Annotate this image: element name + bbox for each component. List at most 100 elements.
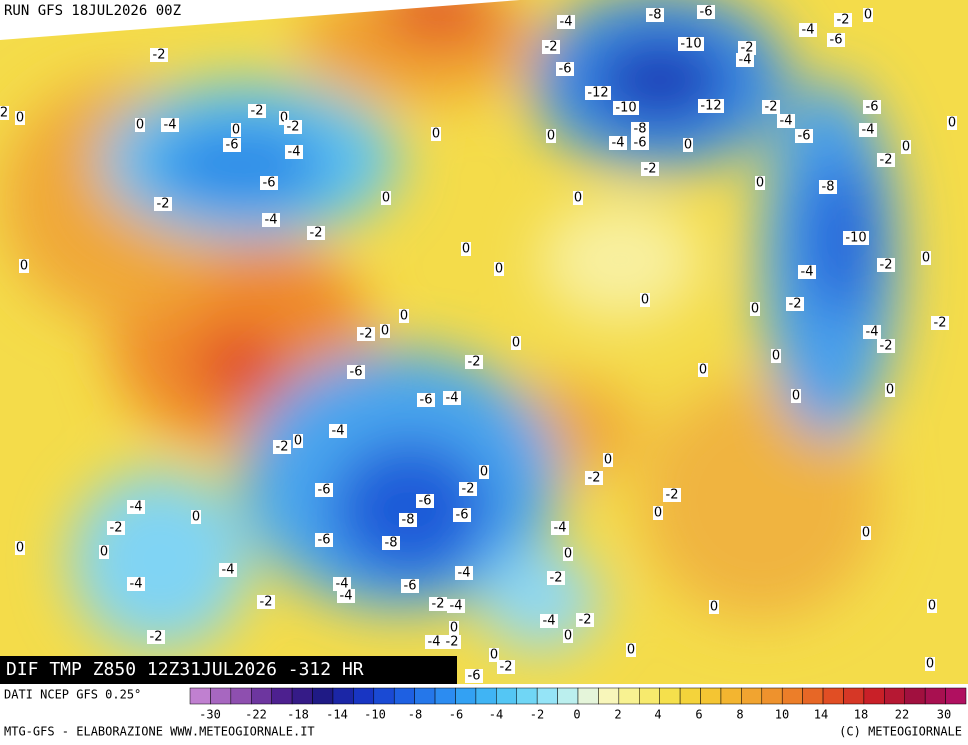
label-bg: [698, 99, 724, 113]
contour-label: -6: [700, 5, 713, 20]
label-bg: [223, 138, 241, 152]
color-swatch: [271, 687, 293, 705]
label-bg: [465, 669, 483, 683]
label-bg: [154, 197, 172, 211]
label-bg: [497, 660, 515, 674]
contour-label: 0: [654, 506, 662, 521]
contour-label: -2: [880, 153, 893, 168]
contour-label: -6: [419, 494, 432, 509]
colorbar: -30 -22 -18 -14 -10 -8 -6 -4 -2 0 2 4 6 8 10 14 18 22 30: [189, 687, 967, 722]
contour-label: 0: [547, 129, 555, 144]
color-swatch: [822, 687, 844, 705]
contour-label: -4: [130, 577, 143, 592]
label-bg: [315, 533, 333, 547]
contour-label: -4: [739, 53, 752, 68]
label-bg: [357, 327, 375, 341]
label-bg: [147, 630, 165, 644]
contour-label: -4: [288, 145, 301, 160]
colorbar-label: 6: [695, 708, 702, 722]
colorbar-label: -2: [530, 708, 544, 722]
label-bg: [453, 508, 471, 522]
label-bg: [641, 162, 659, 176]
label-bg: [260, 176, 278, 190]
label-bg: [631, 122, 649, 136]
color-swatch: [802, 687, 824, 705]
label-bg: [798, 265, 816, 279]
colorbar-label: -18: [287, 708, 309, 722]
label-bg: [461, 242, 471, 256]
contour-label: 0: [772, 349, 780, 364]
label-bg: [663, 488, 681, 502]
contour-label: -10: [615, 101, 636, 116]
contour-label: 0: [136, 118, 144, 133]
color-swatch: [455, 687, 477, 705]
contour-label: 0: [232, 123, 240, 138]
contour-label: 0: [432, 127, 440, 142]
label-bg: [885, 383, 895, 397]
contour-label: -4: [265, 213, 278, 228]
label-bg: [279, 111, 289, 125]
contour-label: -6: [634, 136, 647, 151]
label-bg: [417, 393, 435, 407]
contour-label: 0: [192, 510, 200, 525]
contour-label: 0: [684, 138, 692, 153]
color-swatch: [659, 687, 681, 705]
contour-label: 0: [100, 545, 108, 560]
contour-label: -6: [798, 129, 811, 144]
label-bg: [791, 389, 801, 403]
contour-label: 0: [480, 465, 488, 480]
label-bg: [382, 536, 400, 550]
label-bg: [429, 597, 447, 611]
color-swatch: [516, 687, 538, 705]
label-bg: [709, 600, 719, 614]
contour-label: -6: [404, 579, 417, 594]
colorbar-label: 18: [854, 708, 868, 722]
contour-label: -6: [263, 176, 276, 191]
contour-label: -4: [222, 563, 235, 578]
color-swatch: [353, 687, 375, 705]
label-bg: [542, 40, 560, 54]
label-bg: [449, 621, 459, 635]
contour-label: -2: [789, 297, 802, 312]
label-bg: [609, 136, 627, 150]
source: DATI NCEP GFS 0.25°: [4, 688, 141, 702]
title-box: [0, 656, 457, 684]
contour-label: -2: [432, 597, 445, 612]
color-swatch: [577, 687, 599, 705]
contour-label: -10: [845, 231, 866, 246]
contour-label: 0: [864, 8, 872, 23]
contour-label: -2: [110, 521, 123, 536]
colorbar-label: 2: [614, 708, 621, 722]
label-bg: [762, 100, 780, 114]
label-bg: [927, 599, 937, 613]
contour-label: 0: [756, 176, 764, 191]
label-bg: [257, 595, 275, 609]
color-swatch: [945, 687, 967, 705]
label-bg: [0, 106, 9, 120]
color-swatch: [679, 687, 701, 705]
label-bg: [901, 140, 911, 154]
label-bg: [135, 118, 145, 132]
label-bg: [511, 336, 521, 350]
label-bg: [698, 363, 708, 377]
label-bg: [380, 324, 390, 338]
contour-label: -4: [612, 136, 625, 151]
label-bg: [416, 494, 434, 508]
label-bg: [777, 114, 795, 128]
contour-label: 0: [902, 140, 910, 155]
contour-label: -2: [588, 471, 601, 486]
label-bg: [127, 577, 145, 591]
label-bg: [551, 521, 569, 535]
color-swatch: [291, 687, 313, 705]
colorbar-label: 14: [814, 708, 828, 722]
label-bg: [613, 101, 639, 115]
label-bg: [347, 365, 365, 379]
colorbar-label: 10: [775, 708, 789, 722]
label-bg: [231, 123, 241, 137]
label-bg: [563, 547, 573, 561]
label-bg: [563, 629, 573, 643]
contour-label: 0: [604, 453, 612, 468]
contour-label: -2: [765, 100, 778, 115]
label-bg: [947, 116, 957, 130]
color-swatch: [618, 687, 640, 705]
